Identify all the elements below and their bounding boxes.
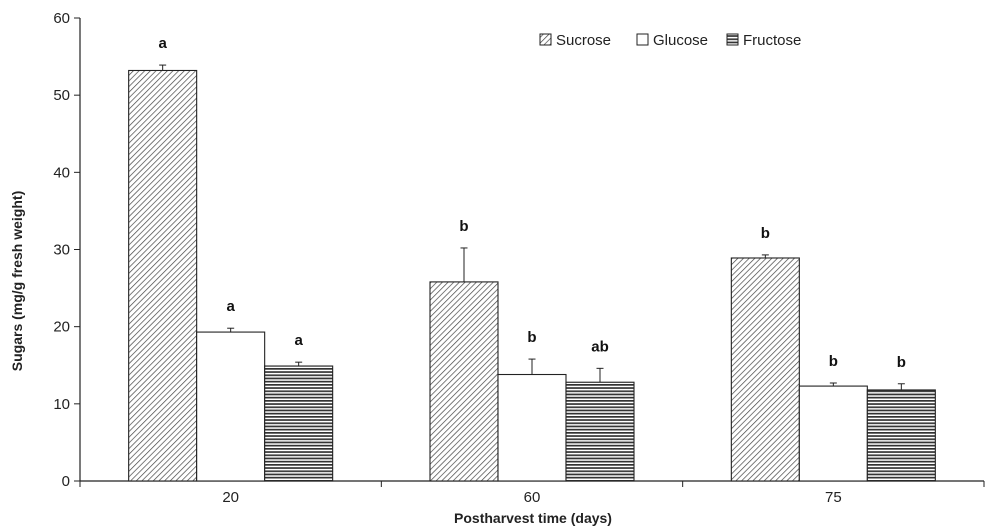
significance-label: a: [158, 35, 167, 52]
x-axis-title: Postharvest time (days): [454, 510, 612, 526]
y-tick-label: 50: [53, 87, 70, 104]
y-tick-label: 20: [53, 319, 70, 336]
y-tick-label: 40: [53, 164, 70, 181]
y-tick-label: 60: [53, 10, 70, 27]
y-tick-label: 10: [53, 396, 70, 413]
bar-fructose: [264, 365, 334, 482]
significance-label: b: [829, 353, 838, 370]
bar-glucose: [798, 385, 868, 482]
significance-label: ab: [591, 338, 609, 355]
legend-swatch-glucose: [636, 33, 649, 46]
y-axis-title: Sugars (mg/g fresh weight): [9, 191, 25, 371]
x-tick-label: 20: [222, 489, 239, 506]
legend-swatch-sucrose: [539, 33, 552, 46]
significance-label: a: [294, 332, 303, 349]
bar-fructose: [565, 381, 635, 482]
significance-label: b: [761, 225, 770, 242]
x-tick-label: 75: [825, 489, 842, 506]
bar-sucrose: [429, 281, 499, 482]
y-tick-label: 0: [62, 473, 70, 490]
legend-label-glucose: Glucose: [653, 32, 708, 49]
legend-swatch-fructose: [726, 33, 739, 46]
bar-fructose: [866, 389, 936, 482]
significance-label: b: [897, 354, 906, 371]
bar-sucrose: [128, 69, 198, 482]
bar-glucose: [497, 373, 567, 482]
y-tick-label: 30: [53, 242, 70, 259]
bar-glucose: [196, 331, 266, 482]
significance-label: b: [459, 218, 468, 235]
significance-label: b: [527, 329, 536, 346]
bar-sucrose: [730, 257, 800, 482]
legend-label-sucrose: Sucrose: [556, 32, 611, 49]
significance-label: a: [226, 298, 235, 315]
x-tick-label: 60: [524, 489, 541, 506]
legend-label-fructose: Fructose: [743, 32, 801, 49]
